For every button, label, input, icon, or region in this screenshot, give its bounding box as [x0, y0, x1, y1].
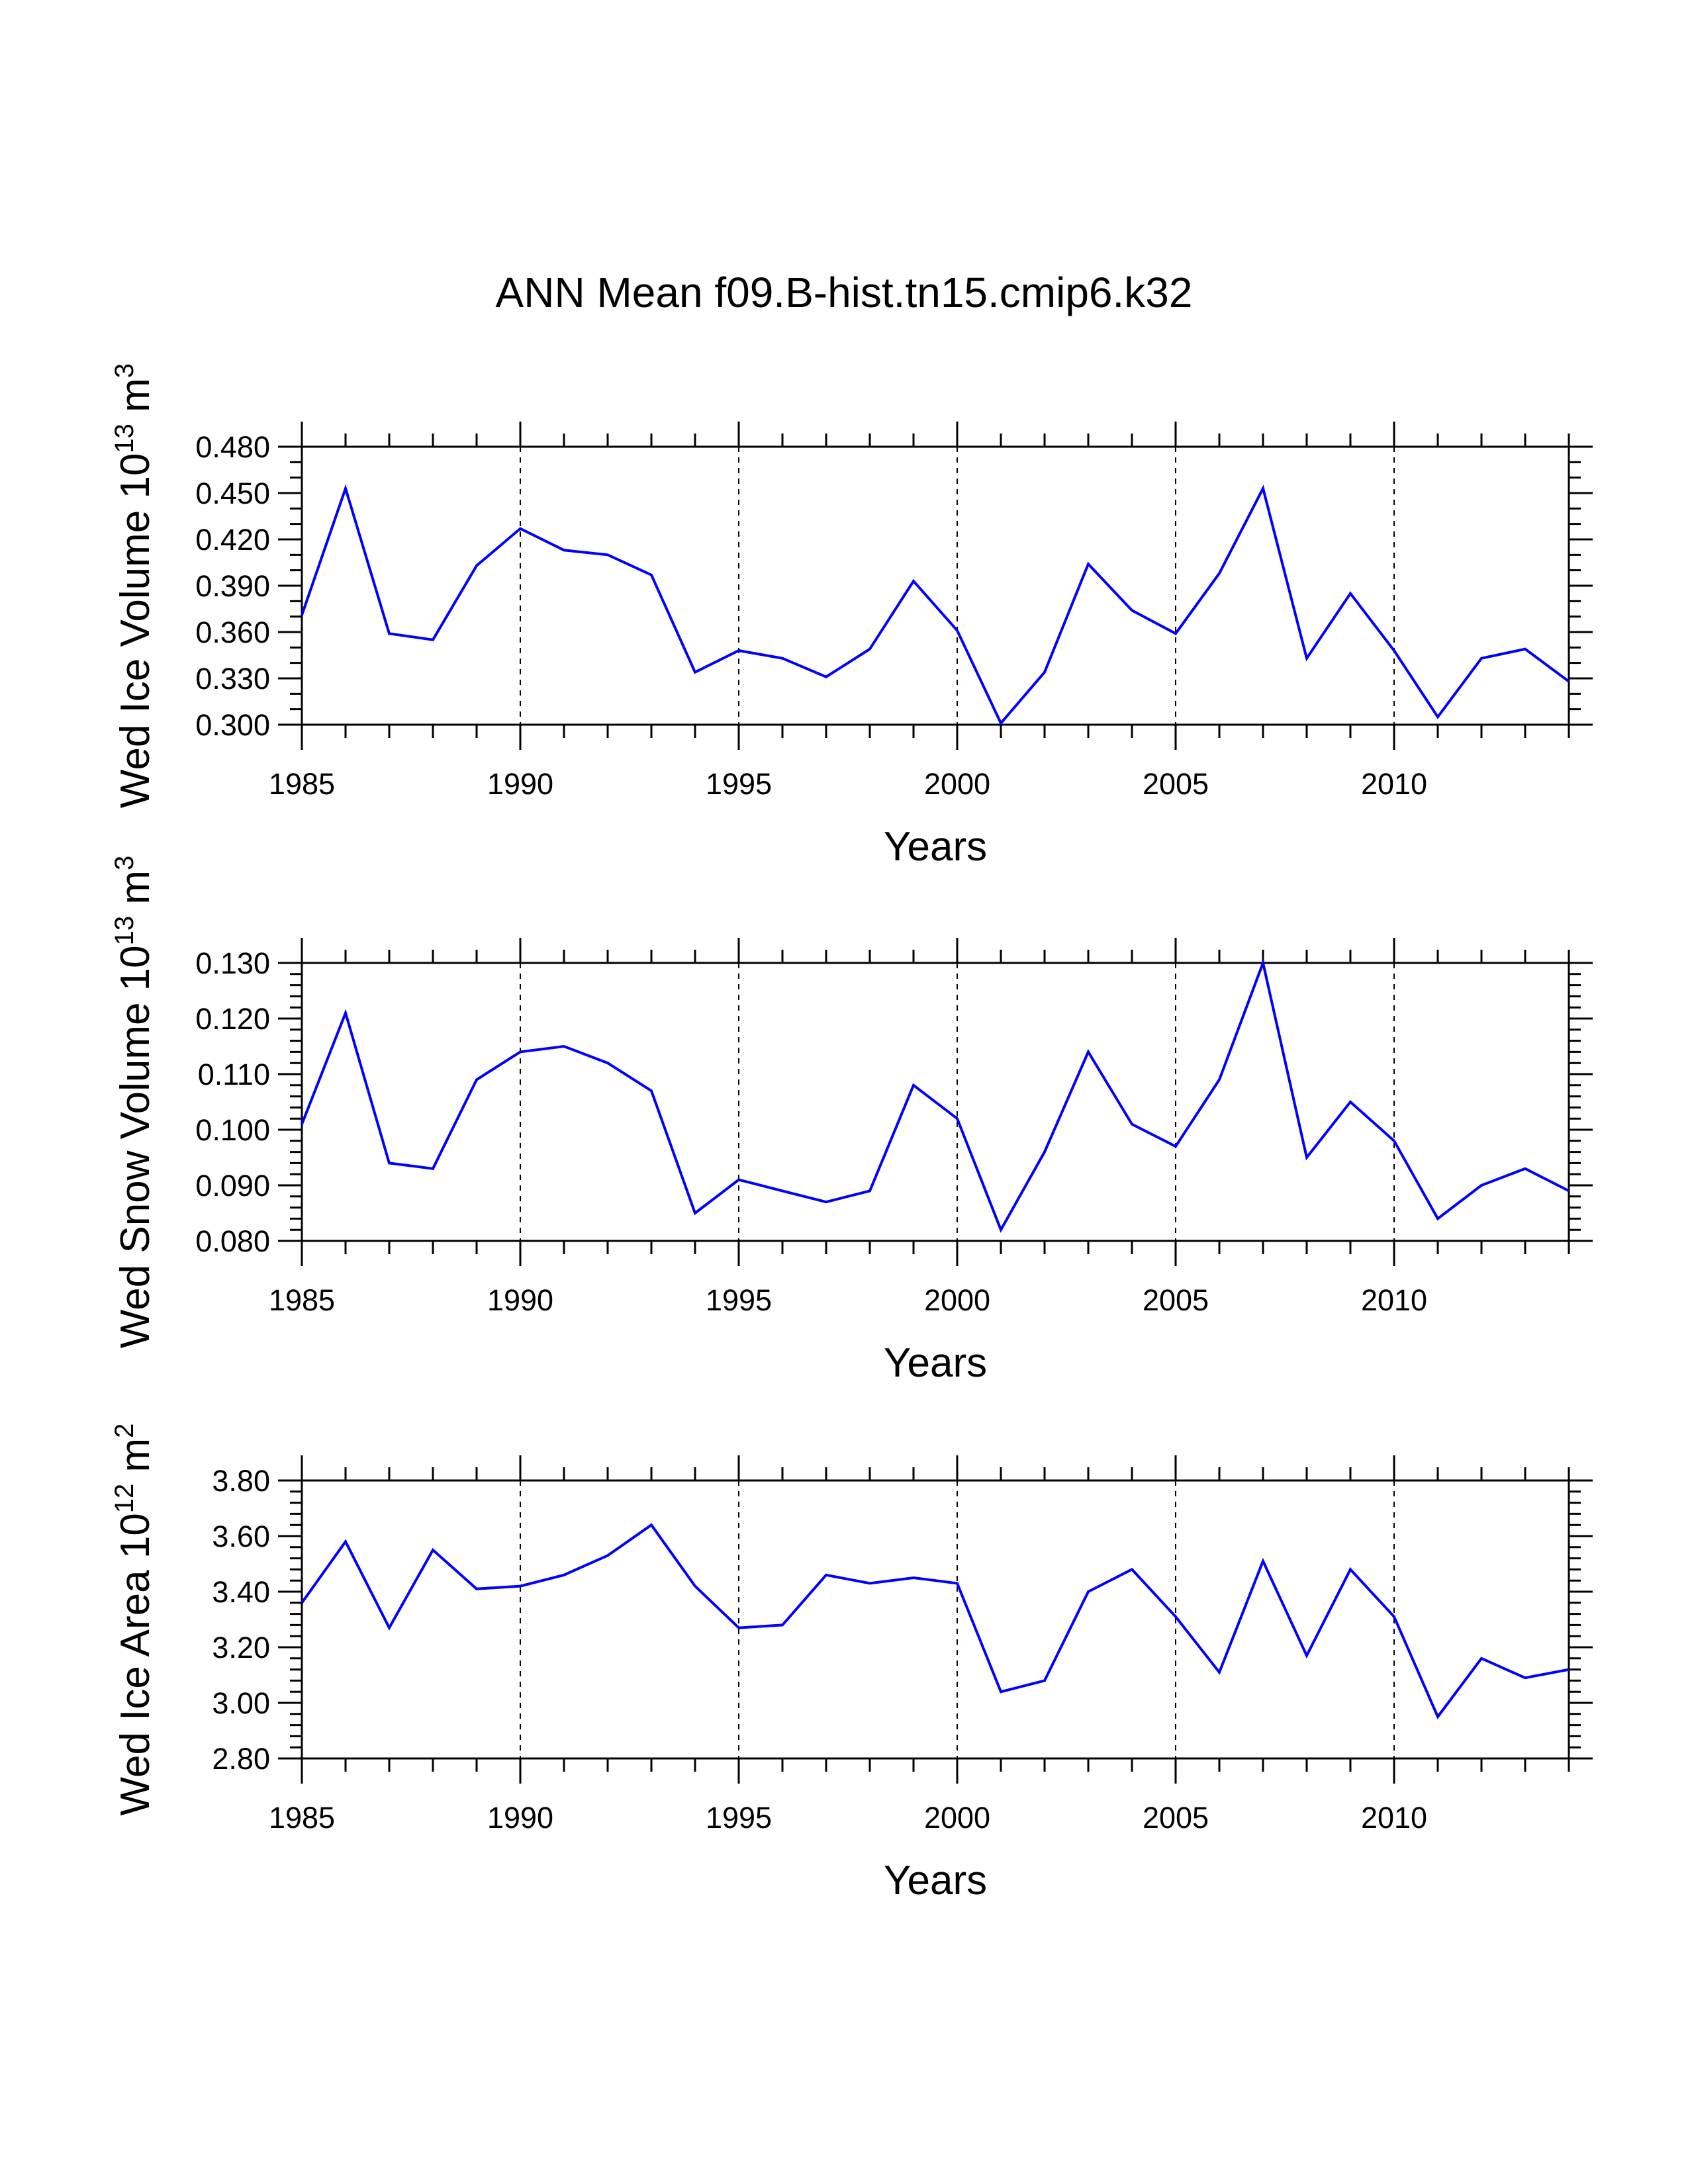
x-axis-title: Years [884, 1858, 987, 1903]
data-point [433, 639, 434, 640]
y-tick-label: 3.00 [212, 1686, 270, 1720]
data-point [826, 676, 827, 677]
plot-frame [301, 445, 1570, 726]
y-tick-label: 2.80 [212, 1742, 270, 1776]
data-point [564, 550, 565, 551]
x-tick-label: 1995 [706, 1801, 772, 1835]
x-tick-label: 1990 [487, 1283, 553, 1317]
x-tick-label: 2005 [1143, 767, 1209, 801]
y-axis-title: Wed Ice Area 1012 m2 [110, 1424, 158, 1816]
data-point [1481, 1185, 1482, 1186]
data-point [782, 658, 783, 659]
y-tick-label: 3.40 [212, 1575, 270, 1609]
y-tick-label: 0.450 [195, 477, 270, 510]
data-point [1263, 963, 1264, 964]
data-point [433, 1168, 434, 1169]
plot-frame [301, 1479, 1570, 1760]
data-point [1350, 593, 1351, 594]
data-point [1481, 658, 1482, 659]
data-point [957, 1583, 958, 1584]
x-tick-label: 2010 [1361, 1801, 1427, 1835]
series-line-1 [301, 1523, 1570, 1719]
series-line-1 [301, 484, 1570, 726]
series-line-1 [301, 958, 1570, 1233]
y-axis-title: Wed Snow Volume 1013 m3 [110, 856, 158, 1349]
data-point [1263, 488, 1264, 489]
data-point [1394, 1140, 1395, 1141]
data-point [1394, 1616, 1395, 1617]
data-point [1350, 1102, 1351, 1103]
data-point [389, 1627, 390, 1628]
y-tick-label: 0.130 [195, 946, 270, 980]
data-point [1481, 1658, 1482, 1659]
data-point [1569, 1669, 1570, 1670]
y-tick-label: 0.300 [195, 708, 270, 742]
data-point [1132, 610, 1133, 611]
chart-panel-3: 2.80 3.00 3.20 3.40 3.60 3.80 1985 1990 1995 2000… [110, 1424, 1593, 1903]
x-tick-label: 2010 [1361, 767, 1427, 801]
data-point [1219, 1079, 1220, 1080]
y-tick-label: 0.360 [195, 615, 270, 649]
x-tick-label: 1995 [706, 767, 772, 801]
x-tick-label: 1990 [487, 1801, 553, 1835]
data-point [520, 528, 521, 529]
chart-panel-2: 0.080 0.090 0.100 0.110 0.120 0.130 1985 1990 19… [110, 856, 1593, 1386]
x-tick-label: 2005 [1143, 1283, 1209, 1317]
y-tick-label: 3.20 [212, 1631, 270, 1664]
data-point [564, 1574, 565, 1575]
y-tick-label: 0.100 [195, 1113, 270, 1147]
data-point [695, 1213, 696, 1214]
y-tick-label: 0.390 [195, 569, 270, 603]
data-point [1525, 1168, 1526, 1169]
data-point [651, 574, 652, 575]
x-tick-label: 1985 [269, 1801, 335, 1835]
y-axis-title: Wed Ice Volume 1013 m3 [110, 363, 158, 808]
data-point [957, 630, 958, 631]
y-tick-label: 0.120 [195, 1002, 270, 1036]
y-tick-label: 3.60 [212, 1520, 270, 1553]
x-tick-label: 2010 [1361, 1283, 1427, 1317]
x-tick-label: 2005 [1143, 1801, 1209, 1835]
plot-frame [301, 962, 1570, 1242]
data-point [826, 1202, 827, 1203]
x-tick-label: 2000 [924, 767, 990, 801]
data-point [564, 1046, 565, 1047]
data-point [1350, 1569, 1351, 1570]
y-tick-label: 0.090 [195, 1169, 270, 1203]
x-tick-label: 1990 [487, 767, 553, 801]
data-point [1132, 1569, 1133, 1570]
data-point [1088, 564, 1089, 565]
page-title: ANN Mean f09.B-hist.tn15.cmip6.k32 [495, 269, 1193, 316]
y-tick-label: 0.330 [195, 662, 270, 696]
data-point [433, 1550, 434, 1551]
x-tick-label: 2000 [924, 1283, 990, 1317]
x-axis-title: Years [884, 824, 987, 870]
data-point [1219, 573, 1220, 574]
data-point [389, 633, 390, 634]
x-tick-label: 1985 [269, 767, 335, 801]
data-point [302, 1602, 303, 1603]
x-tick-label: 1985 [269, 1283, 335, 1317]
y-tick-label: 0.480 [195, 430, 270, 464]
x-tick-label: 2000 [924, 1801, 990, 1835]
data-point [826, 1574, 827, 1575]
data-point [1569, 681, 1570, 682]
x-axis-title: Years [884, 1340, 987, 1386]
chart-panel-1: 0.300 0.330 0.360 0.390 0.420 0.450 0.480 1985 1… [110, 363, 1593, 870]
data-point [957, 1118, 958, 1119]
y-tick-label: 0.080 [195, 1224, 270, 1258]
y-tick-label: 0.420 [195, 523, 270, 557]
x-tick-label: 1995 [706, 1283, 772, 1317]
y-tick-label: 0.110 [198, 1058, 270, 1091]
y-tick-label: 3.80 [212, 1464, 270, 1498]
